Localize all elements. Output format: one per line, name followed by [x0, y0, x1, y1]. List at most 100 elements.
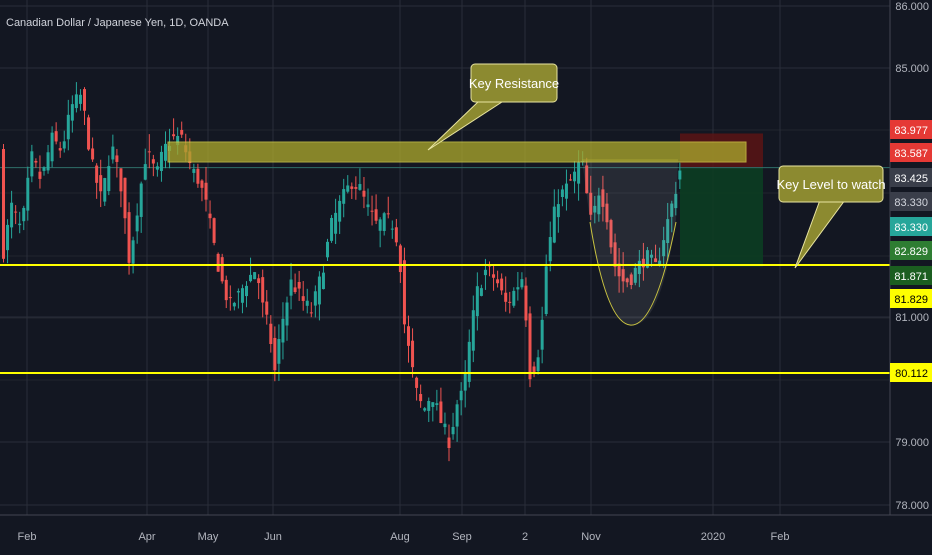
candle-body — [358, 184, 362, 190]
candle — [285, 296, 289, 341]
candle — [504, 276, 508, 312]
candle — [301, 281, 305, 311]
candle — [277, 324, 281, 381]
candle-body — [14, 211, 18, 213]
candle-body — [419, 394, 423, 402]
candle-body — [236, 291, 240, 293]
candle — [536, 349, 540, 375]
price-axis[interactable]: 86.000 85.000 81.000 79.000 78.000 83.977 83.… — [889, 0, 932, 515]
candle-body — [447, 437, 451, 448]
candle — [139, 181, 143, 233]
candle-body — [662, 240, 666, 257]
candle — [573, 161, 577, 194]
candle — [382, 211, 386, 236]
candle-body — [301, 296, 305, 301]
candle — [520, 272, 524, 290]
candle-body — [350, 186, 354, 189]
candle — [245, 281, 248, 308]
candle — [492, 264, 496, 291]
grid-lines — [0, 0, 890, 515]
candle — [342, 178, 346, 218]
candle — [281, 302, 285, 360]
candle — [650, 249, 653, 267]
candle — [670, 200, 674, 233]
candle-body — [6, 224, 10, 251]
candle-body — [342, 189, 346, 204]
candle — [605, 192, 609, 230]
candle — [6, 219, 10, 264]
candle — [30, 144, 34, 183]
candle — [2, 143, 5, 263]
drawings[interactable]: Key Resistance Key Level to watch — [0, 63, 890, 374]
candle-body — [593, 205, 597, 213]
candle — [362, 177, 366, 209]
candle — [654, 244, 658, 263]
candle — [240, 284, 244, 314]
time-axis[interactable]: Feb Apr May Jun Aug Sep 2 Nov 2020 Feb — [0, 514, 932, 550]
price-badge: 83.330 — [890, 192, 932, 211]
candle — [107, 155, 111, 196]
candle — [131, 236, 135, 274]
candle-body — [107, 166, 111, 192]
candle — [204, 166, 208, 212]
candle — [407, 315, 410, 363]
candle — [496, 270, 500, 288]
price-badge: 83.330 — [890, 217, 932, 236]
candle — [70, 95, 74, 133]
candle-body — [427, 400, 431, 411]
y-tick-label: 81.000 — [895, 312, 929, 324]
callout-label: Key Level to watch — [776, 177, 885, 192]
price-badge-label: 83.977 — [894, 125, 928, 137]
candle-body — [196, 168, 200, 184]
candle — [346, 175, 350, 194]
candle-body — [115, 155, 119, 162]
candle — [123, 177, 127, 234]
candle — [147, 134, 151, 169]
candle-body — [411, 340, 415, 368]
candle — [528, 306, 532, 388]
x-tick-label: May — [198, 531, 219, 543]
candle-body — [500, 278, 504, 291]
candle — [411, 328, 415, 378]
candle-body — [492, 274, 496, 278]
candle-body — [573, 171, 577, 182]
candle — [390, 220, 394, 239]
candle — [471, 295, 475, 363]
candle-body — [524, 285, 528, 321]
callout-key-resistance[interactable]: Key Resistance — [427, 63, 559, 151]
candle — [524, 277, 528, 327]
y-tick-label: 85.000 — [895, 63, 929, 75]
candle-body — [164, 143, 167, 161]
candle — [164, 131, 167, 169]
candle-body — [139, 183, 143, 217]
candle-body — [516, 287, 520, 290]
candle-body — [277, 339, 281, 364]
candle-body — [46, 152, 50, 171]
candle — [439, 387, 443, 424]
candle-body — [629, 274, 633, 285]
candle-body — [123, 177, 127, 219]
candle-body — [560, 189, 564, 197]
candle-body — [66, 114, 70, 140]
candle — [155, 162, 159, 177]
price-badge-bg — [890, 217, 932, 236]
candle-body — [228, 297, 232, 299]
candle-body — [645, 250, 649, 268]
candle-body — [249, 274, 253, 282]
candle — [678, 162, 682, 190]
candle — [666, 202, 670, 261]
candle-body — [678, 170, 682, 180]
candle — [569, 174, 572, 181]
callout-key-level[interactable]: Key Level to watch — [776, 165, 886, 269]
candle-body — [666, 219, 670, 244]
candle — [613, 233, 617, 277]
candle — [479, 284, 483, 297]
candle-body — [313, 291, 317, 306]
candle — [196, 163, 200, 188]
candle-body — [289, 279, 293, 296]
candle — [633, 263, 637, 286]
price-badge-bg — [890, 143, 932, 162]
candle-body — [240, 288, 244, 303]
